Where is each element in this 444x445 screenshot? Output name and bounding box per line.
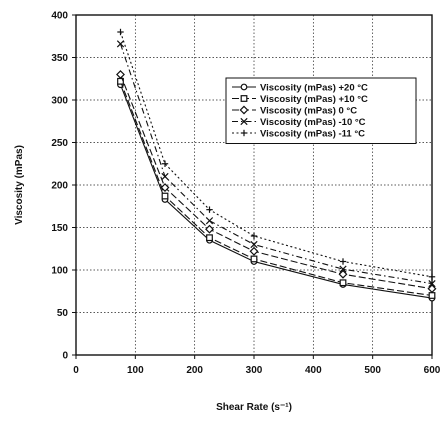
data-point (338, 269, 348, 279)
legend-label: Viscosity (mPas) +20 °C (260, 83, 368, 94)
data-point (428, 279, 436, 288)
y-tick-label: 50 (57, 308, 69, 319)
data-point (116, 40, 125, 48)
legend-item: Viscosity (mPas) -10 °C (232, 117, 366, 128)
y-tick-label: 250 (51, 138, 68, 149)
legend-marker (240, 117, 248, 126)
series-line (119, 84, 433, 299)
legend-label: Viscosity (mPas) -10 °C (260, 117, 366, 128)
data-point (339, 258, 347, 265)
legend-item: Viscosity (mPas) +10 °C (232, 94, 368, 105)
data-point (249, 246, 259, 256)
series-line (119, 74, 433, 290)
data-point (205, 217, 214, 225)
tick-labels: 0 100 200 300 400 500 600 0 50 100 150 200 250 300 350… (51, 11, 440, 377)
data-point (428, 292, 436, 299)
legend-marker (239, 105, 249, 115)
data-point (427, 284, 437, 294)
data-point (161, 160, 169, 167)
y-tick-label: 100 (51, 266, 68, 277)
y-axis-title: Viscosity (mPas) (14, 145, 25, 225)
data-point (205, 224, 214, 234)
series-4 (116, 40, 436, 288)
legend-box (225, 77, 417, 144)
series-line (119, 81, 433, 297)
x-tick-label: 0 (73, 365, 79, 376)
x-tick-label: 300 (246, 365, 263, 376)
legend-marker (240, 129, 248, 137)
y-tick-label: 400 (51, 11, 68, 22)
series-3 (116, 70, 437, 294)
series-line (119, 43, 433, 285)
data-point (339, 265, 347, 273)
legend-marker (240, 83, 248, 91)
series-2 (117, 77, 436, 299)
x-tick-label: 200 (186, 365, 203, 376)
grid (76, 15, 432, 355)
legend-label: Viscosity (mPas) -11 °C (260, 129, 365, 140)
x-tick-label: 600 (424, 365, 441, 376)
y-tick-label: 150 (51, 223, 68, 234)
data-point (161, 172, 169, 181)
series-5 (117, 28, 436, 280)
x-axis-title: Shear Rate (s⁻¹) (216, 402, 292, 413)
data-point (428, 273, 436, 280)
x-tick-label: 400 (305, 365, 322, 376)
data-point (206, 206, 213, 213)
legend-item: Viscosity (mPas) +20 °C (232, 83, 368, 94)
data-point (161, 192, 169, 200)
data-point (250, 255, 258, 263)
series-line (119, 31, 433, 278)
data-point (250, 240, 258, 249)
y-tick-label: 200 (51, 181, 68, 192)
data-point (206, 234, 213, 242)
data-point (339, 279, 347, 287)
data-point (250, 232, 258, 240)
legend-marker (240, 95, 248, 102)
data-point (116, 70, 125, 79)
data-point (117, 28, 124, 36)
legend-label: Viscosity (mPas) +10 °C (260, 94, 368, 105)
legend-item: Viscosity (mPas) -11 °C (232, 129, 365, 140)
x-tick-label: 100 (127, 365, 144, 376)
data-point (160, 183, 170, 192)
legend-label: Viscosity (mPas) 0 °C (260, 106, 357, 117)
y-tick-label: 300 (51, 96, 68, 107)
legend-item: Viscosity (mPas) 0 °C (232, 106, 357, 117)
series-layer (116, 28, 437, 302)
y-tick-label: 0 (62, 351, 68, 362)
y-tick-label: 350 (51, 53, 68, 64)
x-tick-label: 500 (364, 365, 381, 376)
